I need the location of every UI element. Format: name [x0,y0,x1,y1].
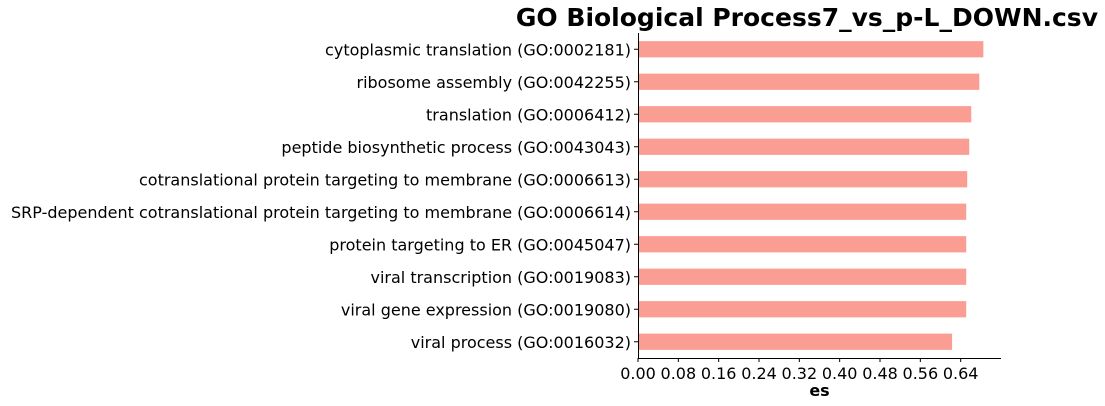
x-tick-label: 0.56 [903,364,939,383]
bar [638,203,967,220]
x-tick-label: 0.00 [620,364,656,383]
category-label: viral process (GO:0016032) [411,333,631,352]
bar [638,171,968,188]
x-tick-label: 0.40 [822,364,858,383]
bar [638,301,967,318]
category-label: viral transcription (GO:0019083) [370,268,631,287]
bar [638,138,970,155]
category-labels-group: cytoplasmic translation (GO:0002181) ribo… [11,40,638,352]
category-label: SRP-dependent cotranslational protein ta… [11,203,631,222]
x-tick-label: 0.48 [862,364,898,383]
category-label: cotranslational protein targeting to mem… [139,170,631,189]
x-tick-label: 0.24 [741,364,777,383]
bar [638,268,967,285]
category-label: viral gene expression (GO:0019080) [341,300,631,319]
category-label: peptide biosynthetic process (GO:0043043… [281,138,631,157]
chart-title: GO Biological Process7_vs_p-L_DOWN.csv [516,3,1098,32]
category-label: cytoplasmic translation (GO:0002181) [325,40,631,59]
x-tick-label: 0.08 [661,364,697,383]
x-tick-label: 0.16 [701,364,737,383]
bar [638,41,984,58]
x-axis-title: es [809,381,829,400]
x-tick-label: 0.32 [782,364,818,383]
bar [638,236,967,253]
bars-group [638,41,984,350]
category-label: translation (GO:0006412) [426,105,631,124]
bar [638,333,953,350]
category-label: ribosome assembly (GO:0042255) [356,73,631,92]
bar [638,73,980,90]
x-ticks-group: 0.00 0.08 0.16 0.24 0.32 0.40 0.48 0.56 0.64 [620,358,978,383]
x-tick-label: 0.64 [943,364,979,383]
category-label: protein targeting to ER (GO:0045047) [329,235,631,254]
bar [638,106,972,123]
